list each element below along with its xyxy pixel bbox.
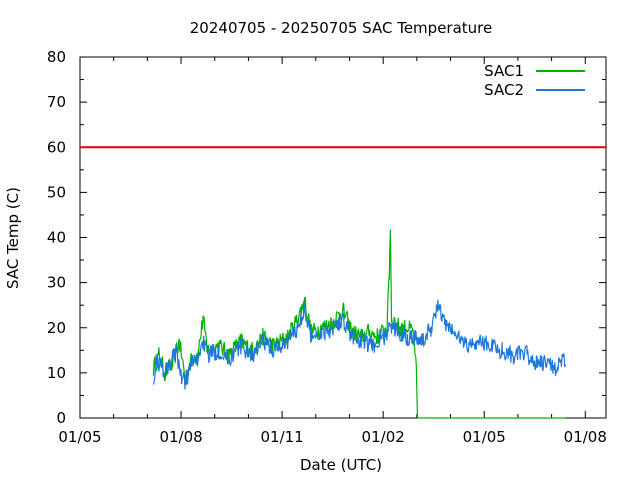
x-tick-label: 01/05 <box>463 428 506 446</box>
y-tick-label: 50 <box>47 183 66 201</box>
x-tick-label: 01/02 <box>362 428 405 446</box>
y-tick-label: 60 <box>47 138 66 156</box>
x-tick-label: 01/05 <box>58 428 101 446</box>
y-tick-label: 40 <box>47 229 66 247</box>
legend-label-sac2: SAC2 <box>484 81 524 99</box>
y-tick-label: 0 <box>56 409 66 427</box>
series-layer <box>80 146 606 419</box>
y-tick-label: 70 <box>47 93 66 111</box>
chart-title: 20240705 - 20250705 SAC Temperature <box>190 19 492 37</box>
x-tick-label: 01/08 <box>159 428 202 446</box>
x-tick-label: 01/08 <box>564 428 607 446</box>
y-tick-label: 10 <box>47 364 66 382</box>
series-line-sac2 <box>152 299 566 390</box>
axis-ticks: 0 10 20 30 40 50 60 70 80 01/05 01/08 01/11 01/02 01/… <box>47 48 607 446</box>
y-axis-title: SAC Temp (C) <box>4 187 22 289</box>
x-axis-title: Date (UTC) <box>300 456 382 474</box>
legend-label-sac1: SAC1 <box>484 62 524 80</box>
x-tick-label: 01/11 <box>260 428 303 446</box>
y-tick-label: 30 <box>47 274 66 292</box>
series-line-sac1 <box>152 229 566 419</box>
y-tick-label: 20 <box>47 319 66 337</box>
y-tick-label: 80 <box>47 48 66 66</box>
